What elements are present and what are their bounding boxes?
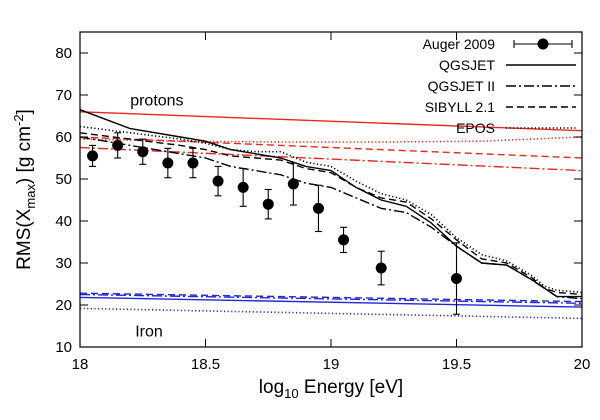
x-tick-label: 20 bbox=[574, 356, 591, 373]
y-tick-label: 10 bbox=[55, 339, 72, 356]
legend-label: Auger 2009 bbox=[423, 36, 496, 52]
legend-marker bbox=[537, 38, 549, 50]
x-axis-title: log10 Energy [eV] bbox=[259, 377, 403, 401]
data-marker bbox=[312, 202, 324, 214]
data-marker bbox=[212, 175, 224, 187]
data-marker bbox=[187, 157, 199, 169]
legend-entry-epos: EPOS bbox=[456, 120, 576, 136]
iron-epos-line bbox=[80, 307, 582, 320]
iron-sibyll-2-1-line bbox=[80, 292, 582, 303]
data-marker bbox=[451, 273, 462, 285]
legend-entry-qgsjet-ii: QGSJET II bbox=[428, 78, 576, 94]
y-tick-label: 80 bbox=[55, 45, 72, 62]
auger-data-point bbox=[87, 144, 99, 167]
ticks-layer: 18 18.5 19 19.5 20 10 20 30 40 50 60 70 80 bbox=[55, 32, 590, 373]
y-axis-title: RMS(Xmax) [g cm-2] bbox=[11, 109, 38, 270]
y-tick-label: 70 bbox=[55, 87, 72, 104]
y-tick-label: 20 bbox=[55, 297, 72, 314]
series-layer bbox=[80, 109, 582, 320]
annotation-iron: Iron bbox=[135, 324, 163, 341]
mixed-qgsjet-line bbox=[80, 109, 582, 298]
auger-data-point bbox=[312, 184, 324, 233]
data-marker bbox=[338, 234, 350, 246]
x-tick-label: 18.5 bbox=[191, 356, 220, 373]
data-marker bbox=[237, 181, 249, 193]
auger-data-point bbox=[187, 147, 199, 179]
proton-sibyll-2-1-line bbox=[80, 136, 582, 159]
iron-qgsjet-line bbox=[80, 296, 582, 308]
x-tick-label: 19.5 bbox=[442, 356, 471, 373]
legend-label: EPOS bbox=[456, 120, 495, 136]
auger-data-point bbox=[162, 147, 174, 179]
y-tick-label: 30 bbox=[55, 255, 72, 272]
mixed-sibyll-2-1-line bbox=[80, 132, 582, 296]
y-tick-label: 50 bbox=[55, 171, 72, 188]
data-marker bbox=[87, 150, 99, 162]
auger-data-point bbox=[287, 162, 299, 206]
x-tick-label: 18 bbox=[72, 356, 89, 373]
legend-label: QGSJET bbox=[439, 57, 495, 73]
data-marker bbox=[287, 178, 299, 190]
y-tick-label: 40 bbox=[55, 213, 72, 230]
auger-data-point bbox=[112, 132, 124, 159]
auger-data-point bbox=[262, 188, 274, 220]
data-marker bbox=[137, 146, 149, 158]
legend-entry-qgsjet: QGSJET bbox=[439, 57, 576, 73]
data-marker bbox=[262, 198, 274, 210]
auger-data-point bbox=[338, 226, 350, 254]
x-tick-label: 19 bbox=[323, 356, 340, 373]
annotations-layer: protons Iron bbox=[130, 93, 183, 341]
data-marker bbox=[375, 262, 387, 274]
legend-entry-auger-2009: Auger 2009 bbox=[423, 36, 573, 52]
plot-frame bbox=[79, 31, 583, 348]
proton-qgsjet-ii-line bbox=[80, 146, 582, 172]
auger-data-point bbox=[212, 165, 224, 197]
auger-data-point bbox=[137, 138, 149, 165]
legend-label: QGSJET II bbox=[428, 78, 495, 94]
legend: Auger 2009 QGSJET QGSJET II SIBYLL 2.1 EPOS bbox=[423, 36, 576, 136]
auger-data-point bbox=[237, 167, 249, 207]
legend-entry-sibyll-2-1: SIBYLL 2.1 bbox=[425, 99, 576, 115]
legend-label: SIBYLL 2.1 bbox=[425, 99, 496, 115]
auger-data-point bbox=[375, 250, 387, 286]
proton-epos-line bbox=[80, 136, 582, 143]
iron-qgsjet-ii-line bbox=[80, 293, 582, 304]
annotation-protons: protons bbox=[130, 93, 183, 110]
data-points-layer bbox=[87, 132, 462, 315]
y-tick-label: 60 bbox=[55, 129, 72, 146]
mixed-qgsjet-ii-line bbox=[80, 136, 582, 300]
data-marker bbox=[112, 139, 124, 151]
proton-qgsjet-line bbox=[80, 111, 582, 132]
data-marker bbox=[162, 157, 174, 169]
auger-data-point bbox=[451, 242, 462, 315]
